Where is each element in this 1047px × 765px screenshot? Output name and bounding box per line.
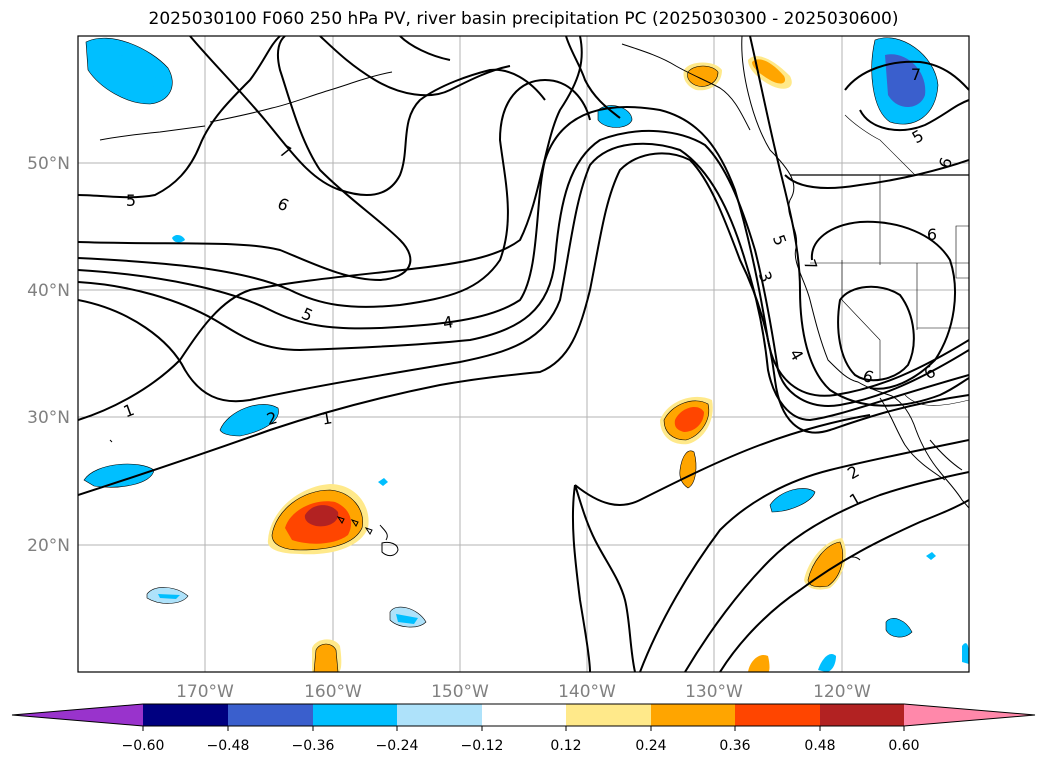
colorbar: −0.60 −0.48 −0.36 −0.24 −0.12 0.12 0.24 … <box>11 703 1036 754</box>
colorbar-tick-label: −0.36 <box>292 738 335 754</box>
colorbar-tick-label: −0.12 <box>461 738 504 754</box>
lon-label: 170°W <box>176 682 234 702</box>
political-borders <box>790 114 969 406</box>
lon-label: 120°W <box>813 682 871 702</box>
colorbar-tick-label: −0.48 <box>207 738 250 754</box>
colorbar-segment <box>482 704 566 726</box>
colorbar-extend-max <box>904 704 1035 726</box>
colorbar-segment <box>651 704 735 726</box>
lon-label: 130°W <box>685 682 743 702</box>
colorbar-tick-label: −0.60 <box>122 738 165 754</box>
colorbar-tick-label: 0.36 <box>719 738 750 754</box>
lat-label: 50°N <box>27 154 70 174</box>
colorbar-segment <box>566 704 651 726</box>
lon-label: 160°W <box>304 682 362 702</box>
colorbar-segment <box>143 704 228 726</box>
lon-label: 150°W <box>431 682 489 702</box>
precip-positive-area <box>267 56 846 672</box>
colorbar-segment <box>228 704 313 726</box>
lat-label: 20°N <box>27 536 70 556</box>
longitude-labels: 170°W 160°W 150°W 140°W 130°W 120°W <box>176 682 871 702</box>
contour-label: 5 <box>126 191 136 210</box>
precip-shading <box>83 37 969 672</box>
colorbar-extend-min <box>12 704 143 726</box>
colorbar-tick-label: 0.24 <box>635 738 666 754</box>
graticule <box>78 36 969 672</box>
colorbar-tick-label: 0.48 <box>804 738 835 754</box>
contour-label: 1 <box>320 408 333 428</box>
coastlines <box>99 36 969 561</box>
contour-label: 6 <box>927 225 937 244</box>
precip-negative-area <box>83 37 969 672</box>
contour-label: 4 <box>441 312 454 332</box>
lat-label: 30°N <box>27 408 70 428</box>
map-panel: 7 6 5 5 4 3 2 1 1 2 1 5 4 6 7 5 6 7 6 6 <box>77 35 970 673</box>
colorbar-segment <box>820 704 904 726</box>
latitude-labels: 50°N 40°N 30°N 20°N <box>27 154 70 556</box>
lon-label: 140°W <box>558 682 616 702</box>
colorbar-segment <box>735 704 820 726</box>
colorbar-tick-label: 0.60 <box>888 738 919 754</box>
contour-label: 7 <box>911 65 921 84</box>
colorbar-tick-label: 0.12 <box>550 738 581 754</box>
colorbar-segment <box>397 704 482 726</box>
map-frame <box>77 35 970 673</box>
pv-contours <box>78 36 969 672</box>
colorbar-tick-label: −0.24 <box>376 738 419 754</box>
colorbar-segment <box>313 704 397 726</box>
lat-label: 40°N <box>27 281 70 301</box>
map-title: 2025030100 F060 250 hPa PV, river basin … <box>148 9 899 29</box>
contour-label: 2 <box>264 408 279 429</box>
